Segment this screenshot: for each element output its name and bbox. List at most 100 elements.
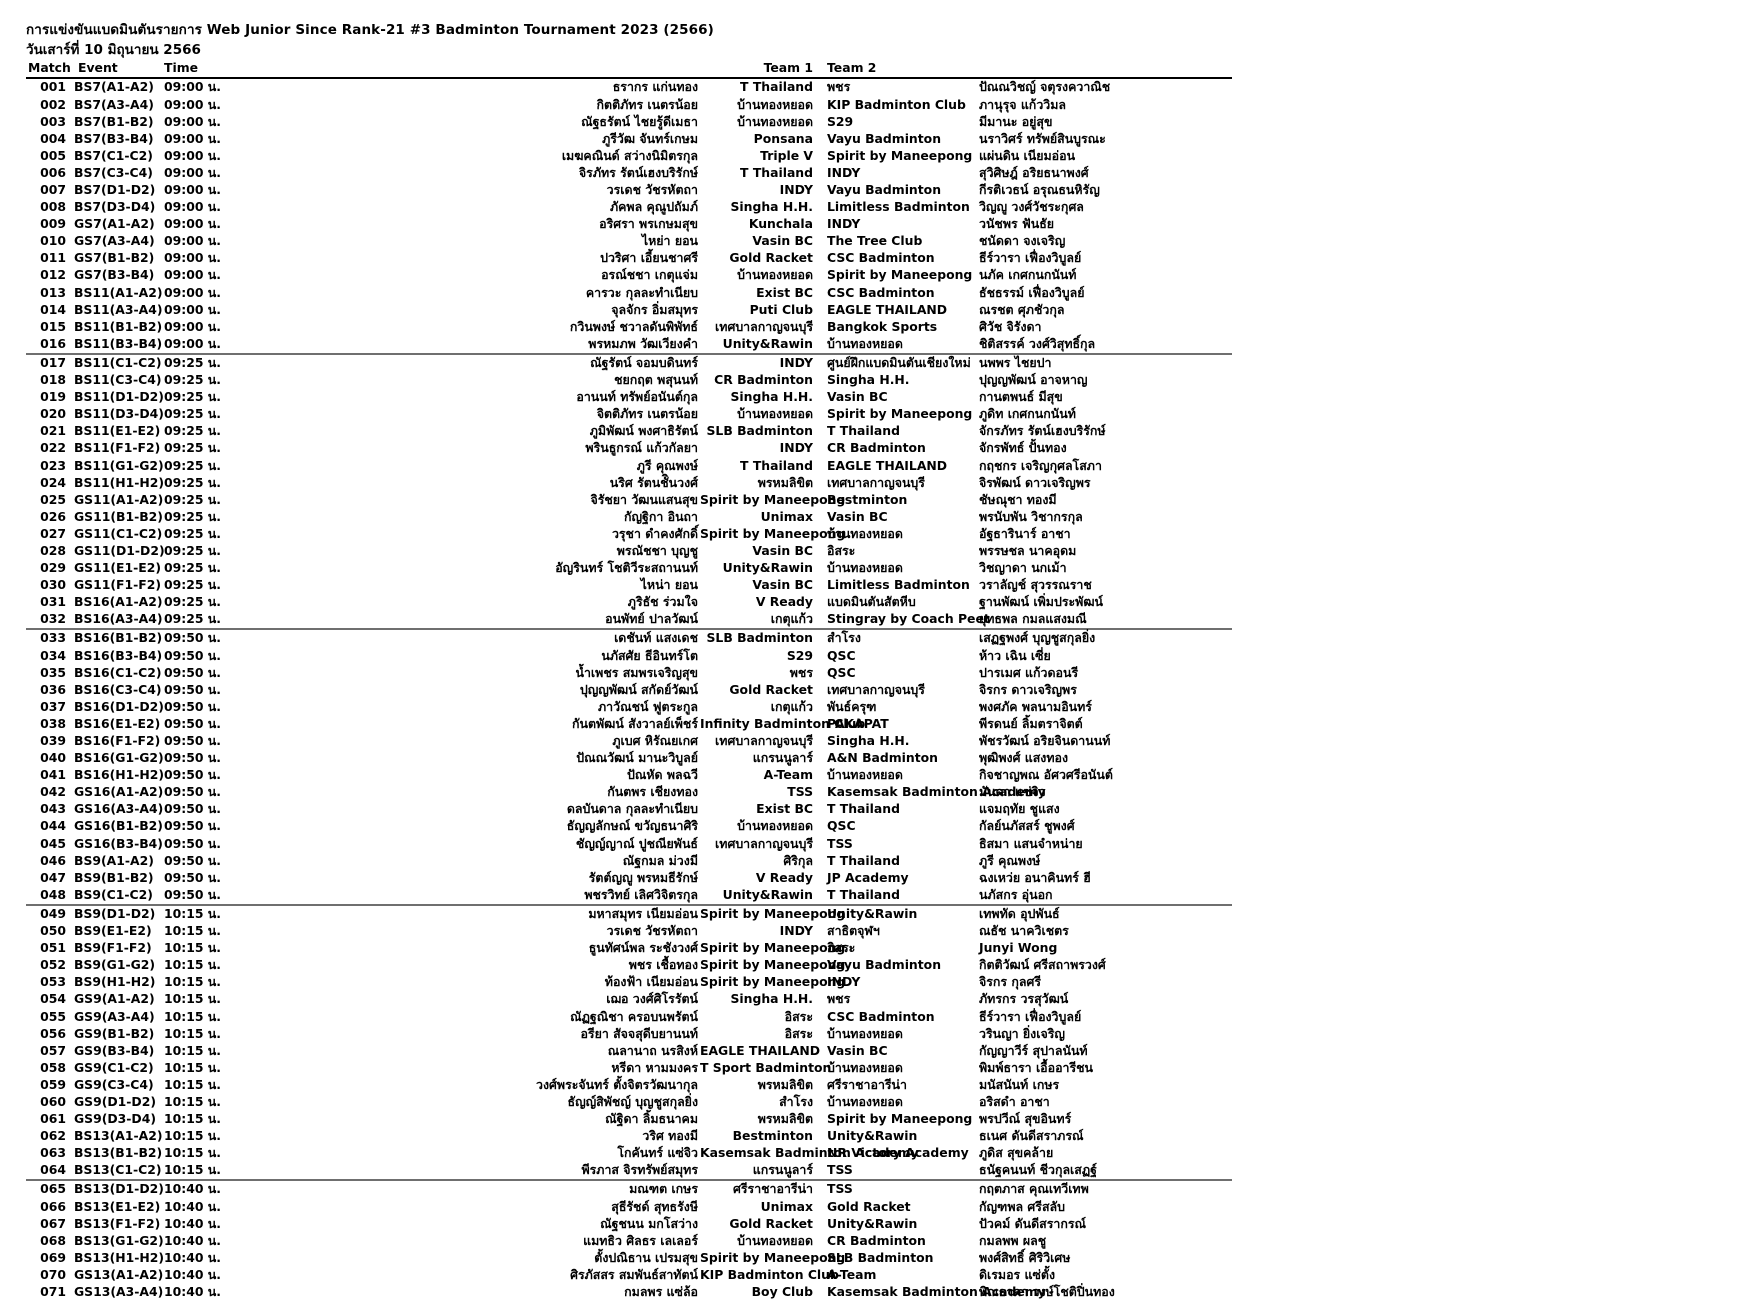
player-1-name: ณลานาถ นรสิงห์ [607, 1042, 698, 1058]
match-number: 035 [40, 664, 66, 680]
team-2-name: Kasemsak Badminton Academy [827, 784, 1046, 800]
event-code: GS9(B1-B2) [74, 1025, 155, 1041]
team-1-name: Bestminton [732, 1128, 813, 1144]
player-1-name: ภูรี คุณพงษ์ [636, 457, 698, 473]
player-1-name: จุลจักร อิ่มสมุทร [611, 301, 698, 317]
match-number: 002 [40, 96, 66, 112]
match-number: 006 [40, 164, 66, 180]
team-2-name: CSC Badminton [827, 250, 935, 266]
match-time: 09:00 น. [164, 318, 221, 334]
match-time: 09:25 น. [164, 423, 221, 439]
match-time: 09:50 น. [164, 681, 221, 697]
match-number: 052 [40, 957, 66, 973]
player-1-name: ภูริธัช ร่วมใจ [627, 594, 698, 610]
team-1-name: T Sport Badminton [700, 1059, 832, 1075]
table-row: 043 GS16(A3-A4) 09:50 น. ดลบันดาล กุลละทำเน… [26, 801, 1232, 818]
player-1-name: สุธีรัชด์ สุทธรังษี [611, 1198, 698, 1214]
team-1-name: Unimax [760, 1198, 813, 1214]
player-2-name: ภูดิท เกศกนกนันท์ [979, 406, 1076, 422]
player-2-name: ดิเรมอร แซ่ตั้ง [979, 1266, 1056, 1282]
player-1-name: ธรากร แก่นทอง [612, 79, 698, 95]
team-1-name: พรหมลิขิต [757, 1076, 813, 1092]
match-time: 09:00 น. [164, 130, 221, 146]
event-code: BS7(A3-A4) [74, 96, 154, 112]
event-code: BS9(F1-F2) [74, 940, 152, 956]
team-1-name: CR Badminton [714, 372, 813, 388]
match-time: 09:25 น. [164, 577, 221, 593]
match-time: 09:00 น. [164, 164, 221, 180]
team-1-name: Triple V [760, 147, 813, 163]
player-1-name: ท้องฟ้า เนียมอ่อน [604, 974, 698, 990]
team-1-name: Spirit by Maneepong [700, 491, 846, 507]
match-number: 054 [40, 991, 66, 1007]
match-number: 026 [40, 508, 66, 524]
table-row: 019 BS11(D1-D2) 09:25 น. อานนท์ ทรัพย์อนันต… [26, 389, 1232, 406]
player-1-name: ศิรภัสสร สมพันธ์สาทัตน์ [570, 1266, 698, 1282]
match-number: 036 [40, 681, 66, 697]
player-2-name: พีรดนย์ ลิ้มตราจิตต์ [979, 715, 1083, 731]
team-1-name: เทศบาลกาญจนบุรี [715, 318, 813, 334]
table-row: 066 BS13(E1-E2) 10:40 น. สุธีรัชด์ สุทธรังษ… [26, 1198, 1232, 1215]
team-2-name: เทศบาลกาญจนบุรี [827, 681, 925, 697]
event-code: BS16(H1-H2) [74, 767, 165, 783]
match-number: 021 [40, 423, 66, 439]
event-code: BS16(C3-C4) [74, 681, 162, 697]
player-2-name: วราลัญช์ สุวรรณราช [979, 577, 1092, 593]
player-2-name: ณธัช นาควิเชตร [979, 923, 1069, 939]
team-2-name: EAGLE THAILAND [827, 457, 948, 473]
event-code: GS7(A3-A4) [74, 233, 155, 249]
match-number: 012 [40, 267, 66, 283]
player-2-name: เสฏฐพงศ์ บุญชูสกุลยิ่ง [979, 630, 1096, 646]
player-1-name: ดลบันดาล กุลละทำเนียบ [566, 801, 698, 817]
table-row: 016 BS11(B3-B4) 09:00 น. พรหมภพ วัฒเวียงคำ U… [26, 335, 1232, 355]
team-1-name: INDY [779, 354, 813, 370]
player-2-name: พงศภัค พลนามอินทร์ [979, 698, 1092, 714]
table-row: 003 BS7(B1-B2) 09:00 น. ณัฐธรัตน์ ไชยรู้ดีเ… [26, 113, 1232, 130]
event-code: BS16(A3-A4) [72, 611, 163, 631]
team-2-name: Unity&Rawin [827, 1215, 918, 1231]
player-2-name: กิจชาญพณ อัศวศรีอนันต์ [979, 767, 1113, 783]
table-row: 014 BS11(A3-A4) 09:00 น. จุลจักร อิ่มสมุทร P… [26, 301, 1232, 318]
event-code: GS11(E1-E2) [74, 560, 161, 576]
team-2-name: บ้านทองหยอด [827, 560, 903, 576]
player-2-name: นราวิศร์ ทรัพย์สินบูรณะ [979, 130, 1106, 146]
player-2-name: ห้าว เฉิน เซี่ย [979, 647, 1051, 663]
event-code: BS11(B1-B2) [74, 318, 163, 334]
team-2-name: Vayu Badminton [827, 182, 942, 197]
match-number: 062 [40, 1128, 66, 1144]
event-code: BS7(B3-B4) [74, 130, 154, 146]
player-1-name: กิตติภัทร เนตรน้อย [596, 96, 698, 112]
table-row: 051 BS9(F1-F2) 10:15 น. ธูนทัศน์พล ระชังวงศ… [26, 940, 1232, 957]
team-2-name: Vasin BC [827, 389, 888, 405]
team-2-name: CR Badminton [827, 1232, 926, 1248]
event-code: BS13(D1-D2) [74, 1181, 164, 1197]
match-number: 037 [40, 698, 66, 714]
team-1-name: TSS [787, 784, 813, 800]
match-time: 09:25 น. [164, 542, 221, 558]
event-code: GS7(B1-B2) [74, 250, 155, 266]
match-time: 10:15 น. [164, 1093, 221, 1109]
table-row: 017 BS11(C1-C2) 09:25 น. ณัฐรัตน์ จอมบดินทร… [26, 354, 1232, 372]
team-2-name: Vayu Badminton [827, 957, 942, 973]
event-code: GS9(D1-D2) [74, 1093, 156, 1109]
player-1-name: วรุชา ดำคงศักดิ์ [611, 525, 698, 541]
table-row: 026 GS11(B1-B2) 09:25 น. กัญฐิกา อินถา Unima… [26, 508, 1232, 525]
team-2-name: Gold Racket [827, 1198, 911, 1214]
match-time: 10:15 น. [164, 974, 221, 990]
table-row: 032 BS16(A3-A4) 09:25 น. อนพัทย์ ปาลวัฒน์ เก… [26, 611, 1232, 631]
table-row: 055 GS9(A3-A4) 10:15 น. ณัฏฐณิชา ครอบนพรัตน… [26, 1008, 1232, 1025]
team-1-name: Singha H.H. [730, 389, 813, 405]
player-1-name: นภัสศัย ธีอินทร์โต [601, 647, 698, 663]
match-time: 09:50 น. [164, 835, 221, 851]
player-2-name: ธนัฐคนนท์ ชีวกุลเสฏฐ์ [972, 1162, 1232, 1182]
match-number: 013 [40, 284, 66, 300]
match-time: 09:00 น. [164, 216, 221, 232]
event-code: BS11(D1-D2) [74, 389, 164, 405]
match-time: 09:00 น. [164, 147, 221, 163]
team-1-name: สำโรง [779, 1093, 813, 1109]
match-number: 010 [40, 233, 66, 249]
match-number: 030 [40, 577, 66, 593]
match-time: 10:40 น. [164, 1198, 221, 1214]
player-1-name: เมฆคณินด์ สว่างนิมิตรกุล [561, 147, 698, 163]
match-number: 050 [40, 923, 66, 939]
